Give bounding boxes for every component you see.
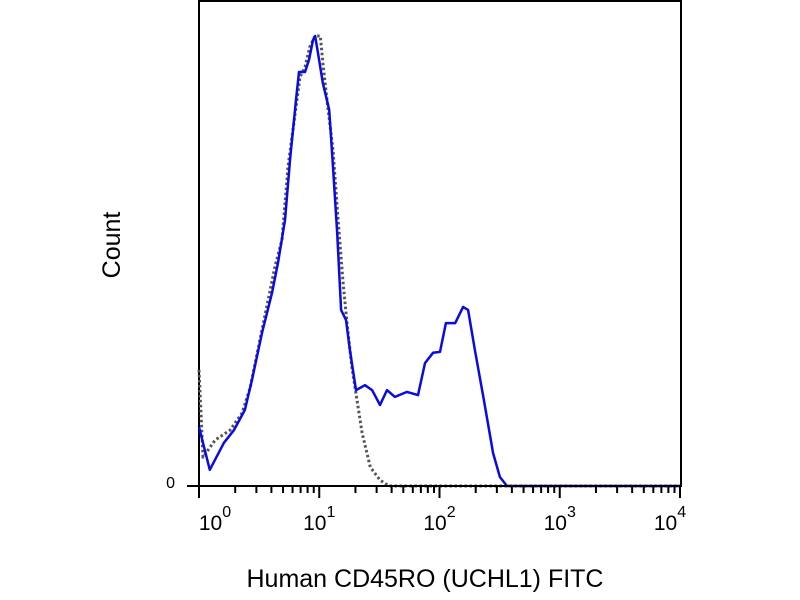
x-tick-base: 10 — [199, 512, 222, 535]
x-tick-base: 10 — [654, 512, 677, 535]
x-tick-label: 100 — [199, 504, 231, 535]
y-axis: 0 — [166, 475, 199, 492]
x-tick-base: 10 — [544, 512, 567, 535]
y-tick-label: 0 — [166, 475, 175, 492]
x-tick-label: 101 — [303, 504, 335, 535]
x-tick-base: 10 — [423, 512, 446, 535]
x-tick-exponent: 1 — [326, 504, 335, 521]
x-axis: 100 101 102 103 104 — [187, 485, 686, 535]
series-line-0 — [197, 34, 680, 488]
series-layer — [197, 34, 680, 488]
x-tick-label: 102 — [423, 504, 455, 535]
x-tick-exponent: 3 — [567, 504, 576, 521]
x-axis-label: Human CD45RO (UCHL1) FITC — [246, 565, 603, 593]
x-tick-label: 103 — [544, 504, 576, 535]
x-tick-exponent: 4 — [677, 504, 686, 521]
x-tick-exponent: 0 — [222, 504, 231, 521]
series-line-1 — [197, 34, 680, 488]
x-tick-label: 104 — [654, 504, 686, 535]
y-axis-label: Count — [98, 212, 126, 279]
plot-frame — [198, 0, 682, 487]
x-tick-base: 10 — [303, 512, 326, 535]
x-tick-exponent: 2 — [447, 504, 456, 521]
